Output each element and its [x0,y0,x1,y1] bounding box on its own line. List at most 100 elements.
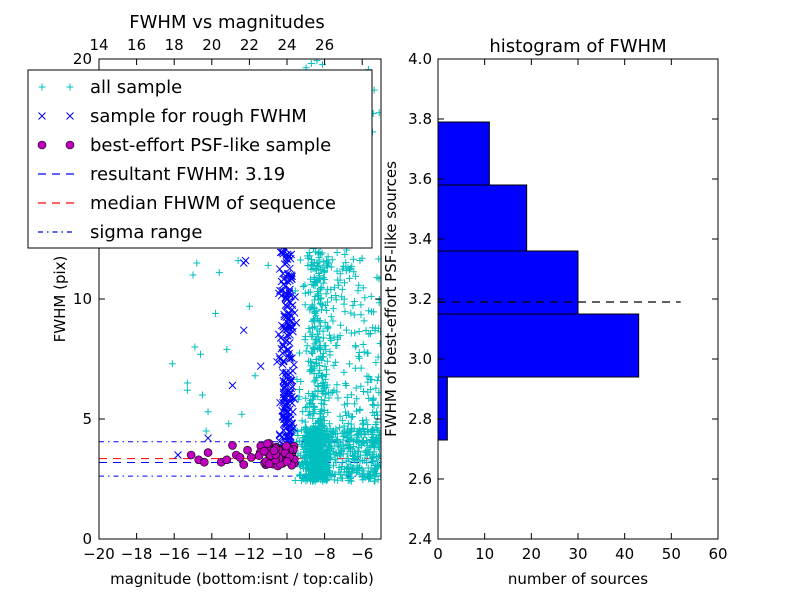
scatter-point [318,448,326,456]
scatter-y-tick-label: 20 [73,50,92,68]
scatter-point [365,394,373,402]
scatter-point [323,366,331,374]
scatter-point [317,416,325,424]
histogram-y-tick-label: 3.0 [408,350,432,368]
scatter-point [312,335,320,343]
scatter-point [357,301,365,309]
scatter-point [318,405,326,413]
scatter-point [334,443,342,451]
scatter-point [367,386,375,394]
scatter-point [320,384,328,392]
scatter-point [347,469,355,477]
scatter-point [306,358,314,366]
scatter-point [305,390,313,398]
scatter-title: FWHM vs magnitudes [129,12,324,33]
scatter-point [324,298,332,306]
scatter-point [308,399,316,407]
scatter-point [300,474,308,482]
scatter-point [324,285,332,293]
scatter-point [375,389,381,397]
scatter-point [279,249,287,258]
scatter-point [256,362,265,371]
scatter-point [357,382,365,390]
scatter-point [369,458,377,466]
scatter-point [287,392,296,401]
scatter-point [323,426,331,434]
scatter-point [314,291,322,299]
scatter-point [373,273,381,281]
scatter-point [283,318,291,327]
scatter-point [309,414,317,422]
scatter-point [238,410,246,418]
scatter-point [307,366,315,374]
scatter-point [311,425,319,433]
scatter-point [317,399,325,407]
scatter-x-tick-label: −16 [158,545,190,563]
scatter-point [301,458,309,466]
scatter-point [327,445,335,453]
scatter-point [282,255,290,263]
scatter-point [283,303,292,311]
scatter-point [324,260,332,268]
scatter-point [345,410,353,418]
scatter-point [376,451,381,459]
scatter-point [319,422,327,430]
scatter-point [288,419,297,428]
scatter-point [376,445,381,453]
scatter-point [212,309,220,317]
scatter-point [349,302,357,310]
scatter-point [323,357,331,365]
scatter-point [287,427,295,436]
histogram-x-tick-label: 10 [475,545,494,563]
histogram-x-tick-label: 20 [522,545,541,563]
scatter-point [215,269,223,277]
scatter-point [324,322,332,330]
histogram-x-tick-label: 0 [433,545,443,563]
scatter-point [344,437,352,445]
scatter-point [342,259,350,267]
scatter-point [309,391,317,399]
scatter-point [364,464,372,472]
scatter-point [321,267,329,275]
scatter-point [329,462,337,470]
scatter-point [336,270,344,278]
scatter-point [347,461,355,469]
scatter-point [314,330,322,338]
scatter-point [327,313,335,321]
histogram-y-tick-label: 3.8 [408,110,432,128]
scatter-point [278,349,287,357]
scatter-point [280,312,289,321]
scatter-point [332,358,340,366]
scatter-point [343,425,351,433]
scatter-top-tick-label: 22 [240,36,259,54]
scatter-point [296,349,304,357]
scatter-point [304,261,312,269]
scatter-point [321,302,329,310]
scatter-point [334,394,342,402]
scatter-point [306,411,314,419]
scatter-point [306,328,314,336]
scatter-point [239,326,248,335]
scatter-x-tick-label: −6 [351,545,373,563]
scatter-point [245,302,253,310]
scatter-point [282,441,291,451]
scatter-point [338,459,346,467]
scatter-point [341,308,349,316]
scatter-point [360,388,368,396]
scatter-point [279,390,288,399]
scatter-point [345,441,353,449]
scatter-point [375,427,381,435]
scatter-point [308,349,316,357]
scatter-point [322,342,330,350]
scatter-point [375,109,381,117]
scatter-point [352,272,360,280]
scatter-point [275,289,283,298]
scatter-point [309,451,317,459]
scatter-point [317,463,325,471]
scatter-point [288,354,296,362]
scatter-point [294,395,302,403]
scatter-point [302,444,310,452]
scatter-point [325,420,333,428]
scatter-point [315,318,323,326]
scatter-point [334,281,342,289]
